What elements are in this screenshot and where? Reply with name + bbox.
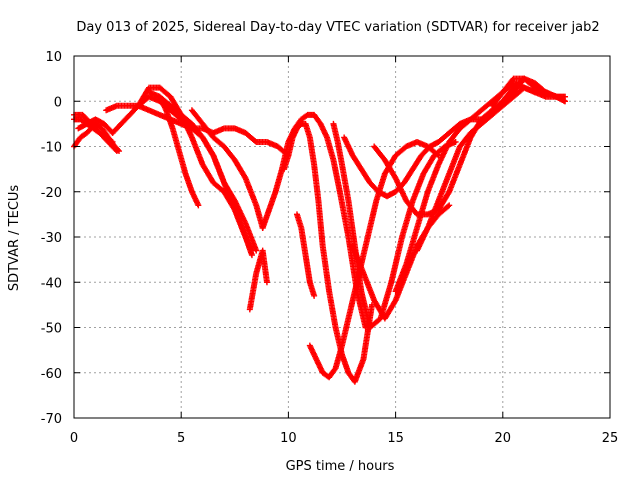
series-track-w — [499, 75, 568, 105]
x-tick-label: 10 — [280, 431, 297, 446]
series-track-c — [71, 111, 120, 155]
y-tick-label: -10 — [41, 141, 62, 156]
series-track-l — [259, 111, 369, 331]
data-point — [445, 203, 452, 210]
x-tick-label: 25 — [602, 431, 619, 446]
y-axis-label: SDTVAR / TECUs — [7, 185, 22, 292]
data-point — [452, 138, 459, 145]
y-tick-label: -30 — [41, 231, 62, 246]
y-tick-label: 10 — [45, 50, 62, 65]
y-tick-label: 0 — [54, 95, 62, 110]
data-point — [195, 202, 202, 209]
chart-title: Day 013 of 2025, Sidereal Day-to-day VTE… — [76, 20, 599, 35]
series-track-i — [156, 93, 202, 209]
data-point — [253, 247, 260, 254]
data-point — [112, 146, 119, 153]
series-track-n — [293, 211, 318, 299]
x-axis-label: GPS time / hours — [286, 459, 395, 474]
x-tick-label: 15 — [387, 431, 404, 446]
data-point — [446, 202, 453, 209]
data-point — [263, 279, 270, 286]
series-track-m — [281, 120, 376, 385]
y-tick-label: -20 — [41, 186, 62, 201]
series-track-o — [306, 138, 442, 381]
data-point — [311, 292, 318, 299]
series-track-q — [341, 116, 485, 200]
x-tick-label: 5 — [177, 431, 185, 446]
data-point — [113, 148, 120, 155]
x-tick-label: 0 — [70, 431, 78, 446]
y-tick-label: -40 — [41, 276, 62, 291]
y-tick-label: -50 — [41, 322, 62, 337]
series-track-d — [75, 116, 116, 136]
series-track-k — [246, 247, 270, 313]
data-points — [71, 75, 568, 385]
axis-ticks — [73, 55, 611, 419]
data-point — [561, 98, 568, 105]
y-tick-label: -60 — [41, 367, 62, 382]
tick-labels: 0 5 10 15 20 25 10 0 -10 -20 -30 -40 -50 -60 -70 — [41, 50, 619, 446]
y-tick-label: -70 — [41, 412, 62, 427]
grid-lines — [74, 56, 610, 418]
data-point — [252, 137, 259, 144]
x-tick-label: 20 — [495, 431, 512, 446]
